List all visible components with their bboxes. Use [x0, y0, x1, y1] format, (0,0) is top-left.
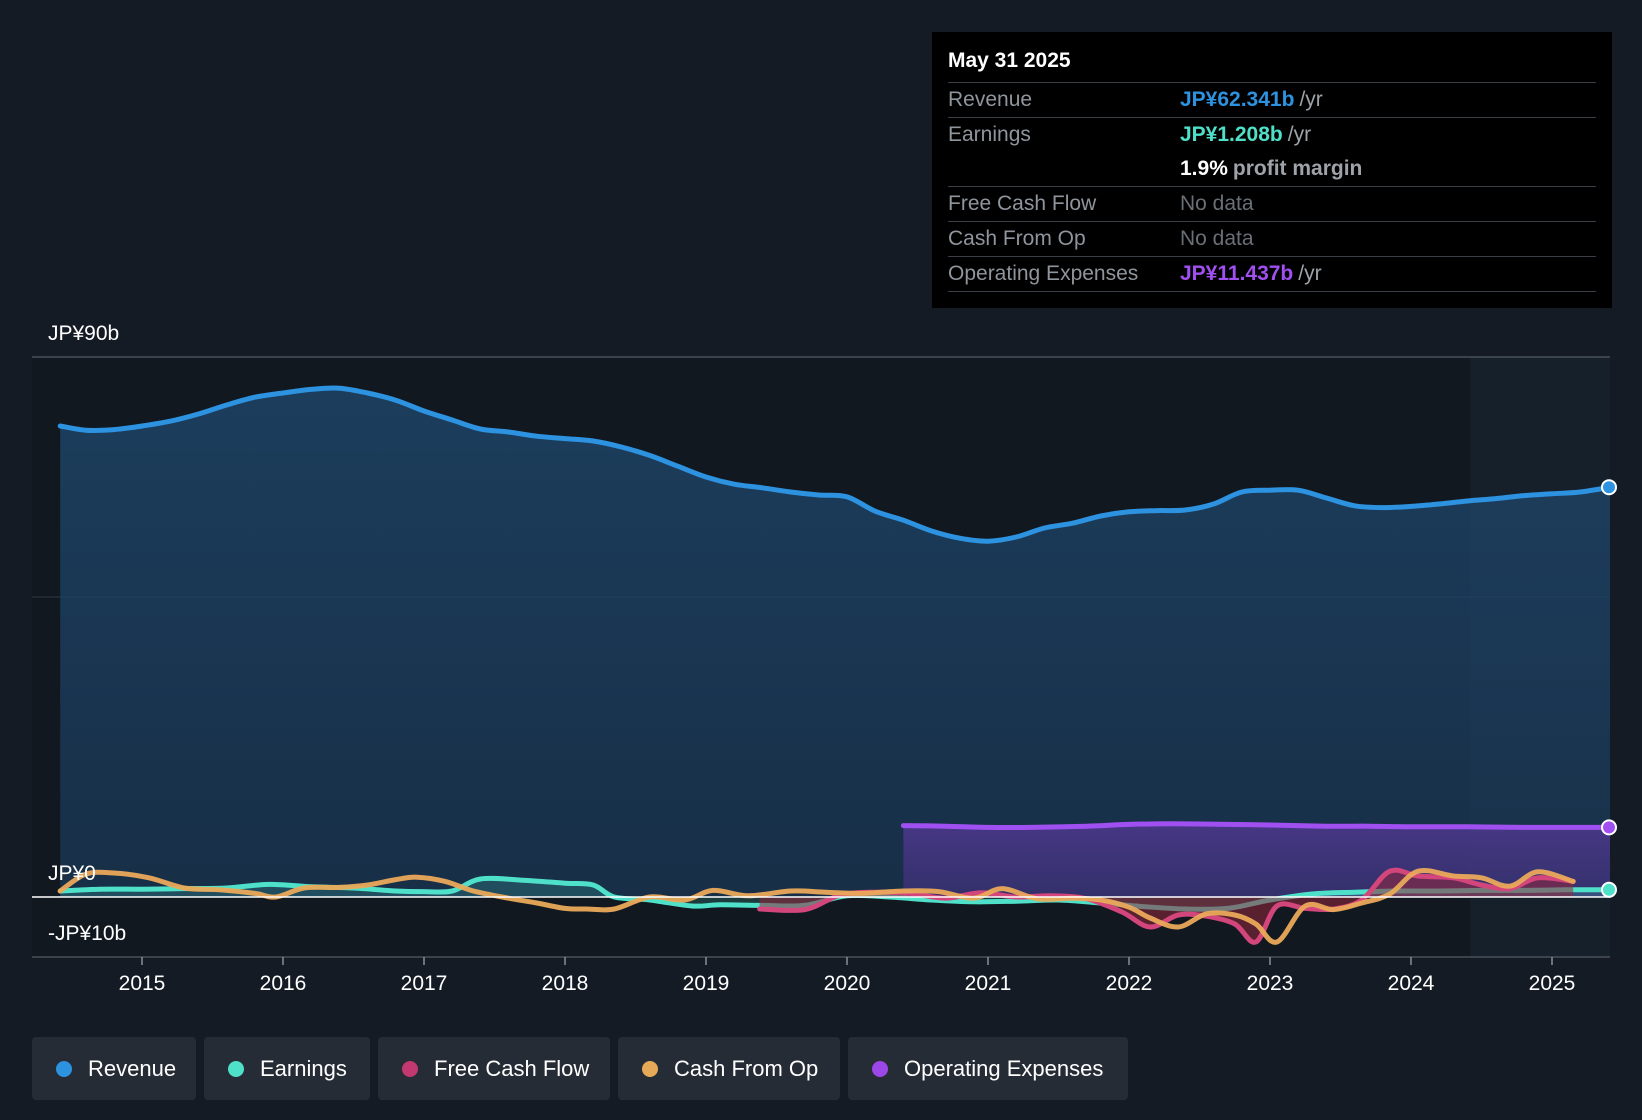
tooltip-unit: profit margin — [1232, 157, 1363, 180]
legend-label: Operating Expenses — [904, 1055, 1104, 1081]
legend-dot-earnings — [228, 1060, 244, 1077]
x-axis: 2015 2016 2017 2018 2019 2020 2021 2022 2023 2024… — [119, 957, 1576, 995]
x-tick-label: 2025 — [1529, 972, 1576, 995]
legend-earnings[interactable]: Earnings — [204, 1037, 370, 1100]
end-marker-operating-expenses — [1601, 819, 1617, 836]
tooltip-row-cfo: Cash From Op No data — [948, 222, 1596, 257]
x-tick-label: 2024 — [1388, 972, 1435, 995]
tooltip-value: JP¥1.208b — [1180, 123, 1283, 146]
x-tick-label: 2018 — [542, 972, 589, 995]
x-tick-label: 2019 — [683, 972, 730, 995]
series-area-revenue — [60, 388, 1611, 897]
legend-revenue[interactable]: Revenue — [32, 1037, 196, 1100]
x-tick-label: 2017 — [401, 972, 448, 995]
tooltip-label: Cash From Op — [948, 227, 1086, 250]
marker-layer — [1601, 479, 1617, 898]
tooltip-label: Operating Expenses — [948, 262, 1139, 285]
legend-dot-free-cash-flow — [402, 1060, 418, 1077]
legend-dot-operating-expenses — [872, 1060, 888, 1077]
end-marker-revenue — [1601, 479, 1617, 496]
tooltip-unit: /yr — [1287, 123, 1312, 146]
legend-free-cash-flow[interactable]: Free Cash Flow — [378, 1037, 610, 1100]
series-line-revenue — [57, 385, 1613, 544]
tooltip-label: Revenue — [948, 88, 1033, 111]
tooltip-date: May 31 2025 — [948, 46, 1596, 83]
legend-label: Earnings — [260, 1055, 347, 1081]
series-line-operating-expenses — [900, 821, 1613, 831]
tooltip-label: Free Cash Flow — [948, 192, 1097, 215]
tooltip-row-earnings: Earnings JP¥1.208b /yr — [948, 118, 1596, 152]
x-tick-label: 2021 — [965, 972, 1012, 995]
legend-cash-from-op[interactable]: Cash From Op — [618, 1037, 840, 1100]
legend-label: Cash From Op — [674, 1055, 819, 1081]
x-tick-label: 2022 — [1106, 972, 1153, 995]
x-tick-label: 2020 — [824, 972, 871, 995]
legend-operating-expenses[interactable]: Operating Expenses — [848, 1037, 1128, 1100]
x-tick-label: 2015 — [119, 972, 166, 995]
tooltip: May 31 2025 Revenue JP¥62.341b /yr Earni… — [932, 32, 1612, 308]
x-tick-label: 2023 — [1247, 972, 1294, 995]
series-layer — [57, 385, 1613, 945]
legend-label: Free Cash Flow — [434, 1055, 590, 1081]
y-label-bottom: -JP¥10b — [48, 922, 126, 945]
tooltip-row-opex: Operating Expenses JP¥11.437b /yr — [948, 257, 1596, 292]
tooltip-row-margin: 1.9% profit margin — [948, 152, 1596, 187]
tooltip-row-fcf: Free Cash Flow No data — [948, 187, 1596, 222]
tooltip-nodata: No data — [1180, 192, 1254, 215]
legend-dot-revenue — [56, 1060, 72, 1077]
legend-label: Revenue — [88, 1055, 177, 1081]
y-label-zero: JP¥0 — [48, 862, 96, 885]
series-line-cash-from-op — [57, 867, 1576, 945]
tooltip-value: JP¥11.437b — [1180, 262, 1294, 285]
tooltip-unit: /yr — [1299, 88, 1323, 111]
tooltip-value: JP¥62.341b — [1180, 88, 1295, 111]
x-tick-label: 2016 — [260, 972, 307, 995]
series-area-free-cash-flow — [759, 870, 1574, 943]
tooltip-label: Earnings — [948, 123, 1031, 146]
tooltip-value: 1.9% — [1180, 157, 1228, 180]
y-label-top: JP¥90b — [48, 322, 119, 345]
tooltip-row-revenue: Revenue JP¥62.341b /yr — [948, 83, 1596, 118]
tooltip-unit: /yr — [1298, 262, 1322, 285]
tooltip-nodata: No data — [1180, 227, 1254, 250]
legend-dot-cash-from-op — [642, 1060, 658, 1077]
end-marker-earnings — [1601, 881, 1617, 898]
